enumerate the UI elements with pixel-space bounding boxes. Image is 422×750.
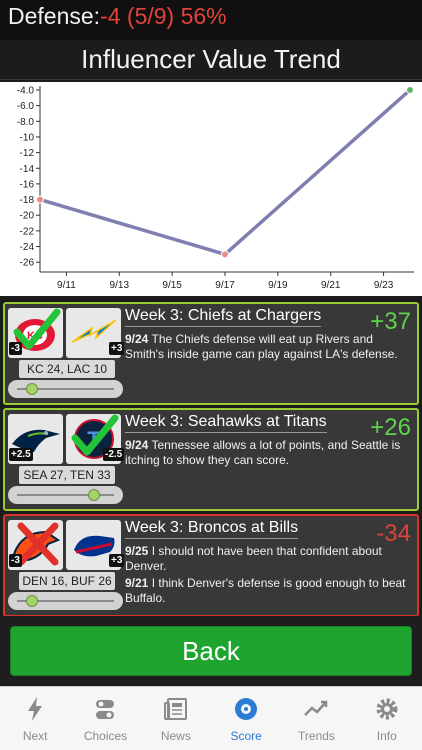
note-text: I think Denver's defense is good enough …	[125, 576, 406, 605]
y-tick-label: -8.0	[17, 117, 35, 128]
tab-label: Trends	[298, 729, 335, 743]
note-text: Tennessee allows a lot of points, and Se…	[125, 438, 401, 467]
spread-home: -3	[9, 342, 22, 355]
note-date: 9/25	[125, 544, 149, 558]
data-point	[221, 250, 229, 259]
confidence-slider[interactable]	[8, 592, 123, 610]
card-notes: 9/24 The Chiefs defense will eat up Rive…	[125, 332, 415, 364]
x-tick-label: 9/23	[374, 280, 394, 291]
note: 9/24 The Chiefs defense will eat up Rive…	[125, 332, 415, 362]
slider-thumb[interactable]	[26, 383, 38, 395]
y-tick-label: -10	[20, 132, 35, 143]
tab-news[interactable]: News	[141, 687, 211, 750]
back-button[interactable]: Back	[10, 626, 412, 676]
slider-thumb[interactable]	[88, 489, 100, 501]
target-icon	[235, 698, 258, 720]
note: 9/24 Tennessee allows a lot of points, a…	[125, 438, 415, 468]
y-tick-label: -20	[20, 211, 35, 222]
chargers-logo	[66, 308, 121, 358]
defense-label: Defense:	[8, 3, 101, 29]
y-tick-label: -12	[20, 148, 35, 159]
note: 9/25 I should not have been that confide…	[125, 544, 415, 574]
final-score: SEA 27, TEN 33	[19, 466, 115, 484]
tab-choices[interactable]: Choices	[70, 687, 140, 750]
y-tick-label: -26	[20, 258, 35, 269]
cross-mark-icon	[17, 522, 59, 566]
tab-label: Next	[22, 729, 48, 743]
trend-chart: -4.0 -6.0 -8.0 -10 -12 -14 -16 -18 -20 -22 -24 -26 …	[0, 82, 422, 296]
y-tick-label: -22	[20, 226, 35, 237]
y-tick-label: -4.0	[17, 86, 35, 97]
data-point	[36, 195, 44, 204]
card-delta: +26	[370, 414, 411, 441]
slider-thumb[interactable]	[26, 595, 38, 607]
spread-home: -3	[9, 554, 22, 567]
series-line	[39, 88, 412, 257]
y-tick-label: -24	[20, 242, 35, 253]
card-notes: 9/24 Tennessee allows a lot of points, a…	[125, 438, 415, 470]
newspaper-icon	[163, 698, 187, 720]
x-tick-label: 9/15	[162, 280, 182, 291]
note-date: 9/24	[125, 332, 149, 346]
tab-label: News	[160, 729, 191, 743]
trend-line-icon	[304, 700, 328, 716]
y-tick-label: -14	[20, 164, 35, 175]
pick-card-chiefs-chargers[interactable]: KC -3 +3 KC 24, LAC 10 Week 3: Chiefs at…	[3, 302, 419, 405]
y-tick-label: -6.0	[17, 101, 35, 112]
final-score: KC 24, LAC 10	[19, 360, 115, 378]
back-bar: Back	[0, 616, 422, 686]
card-title: Week 3: Chiefs at Chargers	[125, 307, 322, 327]
x-tick-label: 9/21	[321, 280, 341, 291]
x-tick-label: 9/11	[57, 280, 76, 291]
check-mark-icon	[13, 308, 61, 350]
defense-value: -4 (5/9) 56%	[100, 3, 227, 29]
toggles-icon	[96, 700, 115, 719]
note: 9/21 I think Denver's defense is good en…	[125, 576, 415, 606]
tab-score[interactable]: Score	[211, 687, 281, 750]
card-delta: +37	[370, 308, 411, 335]
tab-bar: Next Choices News Score Trends Info	[0, 686, 422, 750]
card-title: Week 3: Seahawks at Titans	[125, 413, 327, 433]
confidence-slider[interactable]	[8, 486, 123, 504]
trend-chart-svg: -4.0-6.0-8.0-10-12-14-16-18-20-22-24-26 …	[17, 86, 414, 291]
tab-label: Info	[376, 729, 397, 743]
note-date: 9/24	[125, 438, 149, 452]
y-tick-label: -16	[20, 179, 35, 190]
note-text: I should not have been that confident ab…	[125, 544, 382, 573]
x-tick-label: 9/17	[215, 280, 235, 291]
tab-info[interactable]: Info	[352, 687, 422, 750]
tab-label: Score	[230, 729, 262, 743]
x-tick-label: 9/19	[268, 280, 288, 291]
final-score: DEN 16, BUF 26	[19, 572, 115, 590]
spread-home: +2.5	[9, 448, 33, 461]
spread-away: -2.5	[103, 448, 125, 461]
pick-card-broncos-bills[interactable]: -3 +3 DEN 16, BUF 26 Week 3: Broncos at …	[3, 514, 419, 617]
spread-away: +3	[109, 342, 125, 355]
data-point	[406, 86, 414, 94]
slider-track	[17, 494, 114, 496]
defense-summary-bar: Defense:-4 (5/9) 56%	[0, 0, 422, 40]
card-notes: 9/25 I should not have been that confide…	[125, 544, 415, 608]
spread-away: +3	[109, 554, 125, 567]
card-title: Week 3: Broncos at Bills	[125, 519, 299, 539]
note-text: The Chiefs defense will eat up Rivers an…	[125, 332, 398, 361]
tab-trends[interactable]: Trends	[281, 687, 351, 750]
card-delta: -34	[376, 520, 411, 547]
slider-track	[17, 388, 114, 390]
chart-title: Influencer Value Trend	[0, 44, 422, 80]
note-date: 9/21	[125, 576, 149, 590]
gear-icon	[376, 698, 398, 720]
x-tick-label: 9/13	[110, 280, 130, 291]
tab-label: Choices	[83, 729, 128, 743]
y-tick-label: -18	[20, 195, 35, 206]
lightning-icon	[28, 697, 43, 721]
confidence-slider[interactable]	[8, 380, 123, 398]
pick-card-seahawks-titans[interactable]: T +2.5 -2.5 SEA 27, TEN 33 Week 3: Seaha…	[3, 408, 419, 511]
tab-next[interactable]: Next	[0, 687, 70, 750]
seahawks-logo	[8, 414, 63, 464]
check-mark-icon	[71, 414, 119, 456]
slider-track	[17, 600, 114, 602]
